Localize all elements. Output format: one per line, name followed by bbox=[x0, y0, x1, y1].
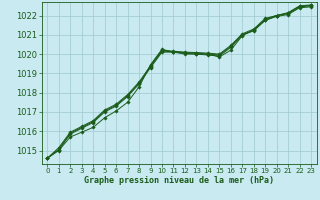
X-axis label: Graphe pression niveau de la mer (hPa): Graphe pression niveau de la mer (hPa) bbox=[84, 176, 274, 185]
